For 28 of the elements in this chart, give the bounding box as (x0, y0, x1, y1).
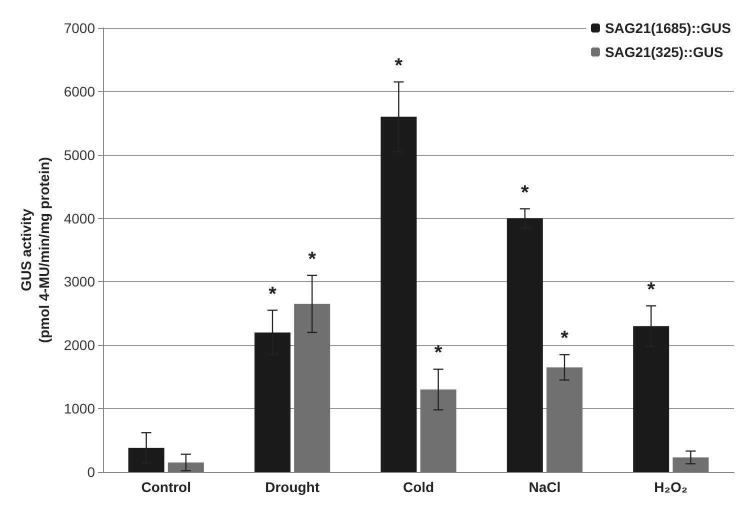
y-tick-label: 2000 (64, 337, 96, 354)
bar (168, 462, 204, 472)
bar (294, 304, 330, 472)
y-tick-label: 4000 (64, 210, 96, 226)
annotation: * (308, 248, 316, 270)
bar (546, 367, 582, 472)
annotation: * (647, 278, 656, 301)
annotation: * (434, 342, 442, 364)
legend-label: SAG21(1685)::GUS (604, 20, 732, 36)
annotation: * (268, 283, 277, 306)
bar (420, 390, 456, 472)
y-tick-label: 7000 (64, 20, 96, 36)
legend-label: SAG21(325)::GUS (604, 44, 724, 60)
y-tick-label: 1000 (64, 400, 96, 417)
annotation: * (560, 328, 569, 350)
y-tick-label: 3000 (64, 274, 96, 290)
annotation: * (521, 182, 529, 204)
y-tick-label: 5000 (64, 146, 96, 163)
y-tick-label: 0 (87, 464, 96, 480)
x-tick-label: Drought (265, 479, 320, 495)
x-tick-label: H₂O₂ (654, 479, 688, 495)
x-tick-label: Control (141, 479, 191, 495)
x-tick-label: NaCl (528, 479, 561, 495)
x-tick-label: Cold (402, 479, 434, 495)
y-tick-label: 6000 (64, 83, 96, 100)
y-axis-title: GUS activity (pmol 4-MU/min/mg protein) (18, 157, 52, 343)
bar (672, 457, 709, 472)
annotation: * (394, 54, 403, 77)
